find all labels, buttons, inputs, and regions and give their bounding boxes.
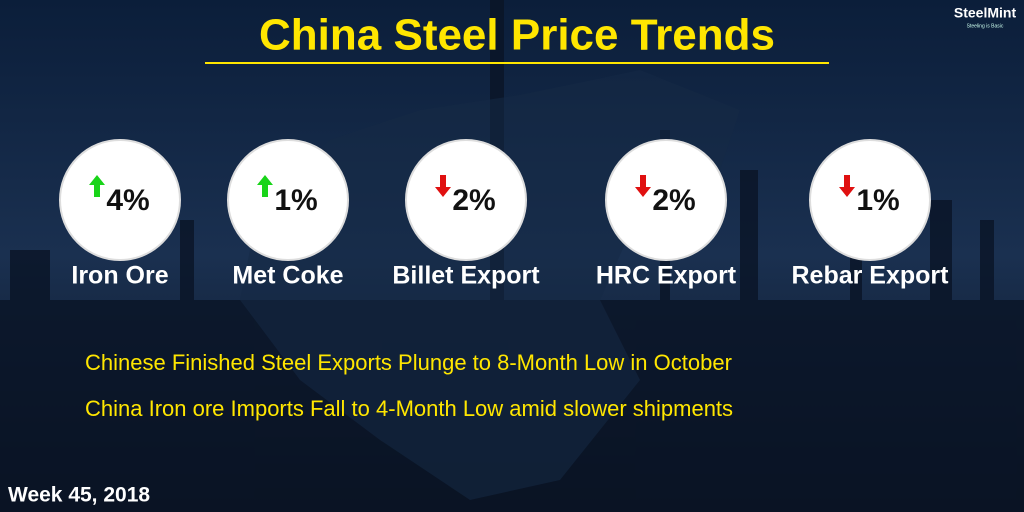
item-change: 4% [106,184,149,217]
direction-arrow [89,175,105,197]
item-circle [605,139,727,261]
headline: China Iron ore Imports Fall to 4-Month L… [85,396,733,421]
item-change: 1% [856,184,899,217]
logo: SteelMint [954,5,1017,21]
item-label: HRC Export [596,262,737,290]
item-change: 2% [652,184,695,217]
item-label: Rebar Export [792,262,950,290]
direction-arrow [839,175,855,197]
item-label: Iron Ore [71,262,168,290]
item-circle [59,139,181,261]
item-label: Billet Export [392,262,540,290]
headline: Chinese Finished Steel Exports Plunge to… [85,350,732,375]
item-circle [809,139,931,261]
items: 4% Iron Ore 1% Met Coke 2% Billet Export 2% HRC… [59,139,950,290]
direction-arrow [257,175,273,197]
item-circle [227,139,349,261]
direction-arrow [635,175,651,197]
item-label: Met Coke [232,262,343,290]
footer: Week 45, 2018 [8,484,150,507]
item-circle [405,139,527,261]
logo-tagline: Steeling is Basic [967,23,1004,29]
title: China Steel Price Trends [259,11,775,60]
item-change: 1% [274,184,317,217]
direction-arrow [435,175,451,197]
item-change: 2% [452,184,495,217]
